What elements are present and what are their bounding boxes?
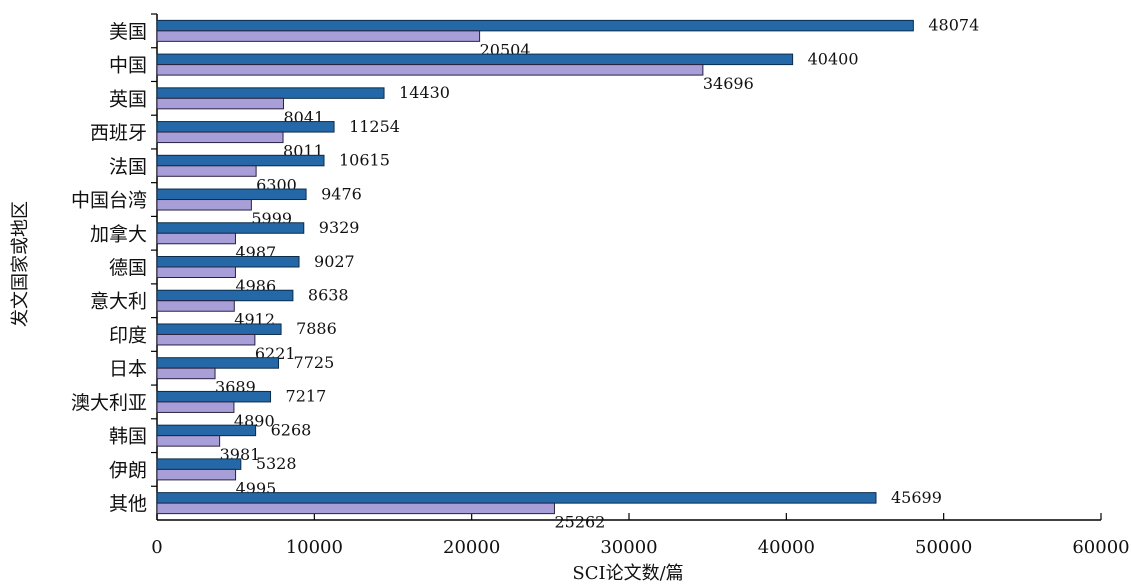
data-label-series1: 7886 xyxy=(296,319,337,338)
bar-series2 xyxy=(157,65,703,76)
data-label-series1: 7725 xyxy=(294,353,335,372)
bar-series2 xyxy=(157,334,255,345)
bar-series1 xyxy=(157,20,913,31)
data-label-series2: 34696 xyxy=(703,74,754,93)
bar-series1 xyxy=(157,459,241,470)
x-tick-label: 50000 xyxy=(915,537,972,558)
bar-series2 xyxy=(157,301,234,312)
data-label-series1: 11254 xyxy=(349,117,400,136)
bar-series1 xyxy=(157,425,256,436)
bar-series2 xyxy=(157,200,251,211)
bar-series2 xyxy=(157,233,235,244)
x-tick-label: 30000 xyxy=(600,537,657,558)
bar-series1 xyxy=(157,257,299,268)
data-label-series1: 5328 xyxy=(256,454,297,473)
data-label-series1: 9476 xyxy=(321,184,362,203)
bar-series1 xyxy=(157,358,279,369)
data-label-series1: 40400 xyxy=(808,49,859,68)
data-label-series1: 9329 xyxy=(319,218,360,237)
category-label: 美国 xyxy=(109,21,147,43)
data-label-series1: 45699 xyxy=(891,488,942,507)
category-label: 其他 xyxy=(109,493,147,515)
bar-series1 xyxy=(157,324,281,335)
category-label: 意大利 xyxy=(90,291,147,313)
bar-series2 xyxy=(157,31,480,42)
bar-series2 xyxy=(157,166,256,177)
x-tick-label: 60000 xyxy=(1072,537,1129,558)
bar-series2 xyxy=(157,368,215,379)
bar-series1 xyxy=(157,88,384,99)
category-label: 印度 xyxy=(109,324,147,346)
bar-series2 xyxy=(157,132,283,143)
bar-series2 xyxy=(157,469,236,480)
x-tick-label: 40000 xyxy=(758,537,815,558)
data-label-series2: 25262 xyxy=(554,513,605,532)
plot-area: 0100002000030000400005000060000美国4807420… xyxy=(71,14,1130,558)
category-label: 西班牙 xyxy=(90,122,147,144)
category-label: 澳大利亚 xyxy=(71,392,147,414)
data-label-series1: 14430 xyxy=(399,83,450,102)
x-tick-label: 20000 xyxy=(443,537,500,558)
category-label: 日本 xyxy=(109,358,147,380)
bar-series2 xyxy=(157,98,284,109)
x-tick-label: 0 xyxy=(151,537,162,558)
bar-series1 xyxy=(157,189,306,200)
data-label-series1: 10615 xyxy=(339,151,390,170)
bar-series1 xyxy=(157,290,293,301)
bar-series1 xyxy=(157,122,334,133)
data-label-series1: 7217 xyxy=(286,387,327,406)
category-label: 英国 xyxy=(109,88,147,110)
x-axis-title: SCI论文数/篇 xyxy=(572,563,683,584)
x-tick-label: 10000 xyxy=(286,537,343,558)
bar-series2 xyxy=(157,402,234,413)
category-label: 伊朗 xyxy=(109,459,147,481)
bar-series1 xyxy=(157,223,304,234)
bar-series2 xyxy=(157,436,220,447)
bar-series1 xyxy=(157,155,324,166)
category-label: 加拿大 xyxy=(90,222,147,245)
y-axis-title: 发文国家或地区 xyxy=(10,201,31,327)
bar-series2 xyxy=(157,503,554,513)
category-label: 法国 xyxy=(109,156,147,178)
bar-series2 xyxy=(157,267,235,278)
category-label: 中国 xyxy=(109,55,147,77)
category-label: 韩国 xyxy=(109,426,147,448)
data-label-series1: 9027 xyxy=(314,252,355,271)
bar-series1 xyxy=(157,391,271,402)
bar-series1 xyxy=(157,54,793,65)
data-label-series1: 48074 xyxy=(928,16,979,35)
category-label: 德国 xyxy=(109,257,147,279)
category-label: 中国台湾 xyxy=(71,190,147,212)
bar-series1 xyxy=(157,493,876,504)
data-label-series1: 6268 xyxy=(271,420,312,439)
data-label-series1: 8638 xyxy=(308,285,349,304)
